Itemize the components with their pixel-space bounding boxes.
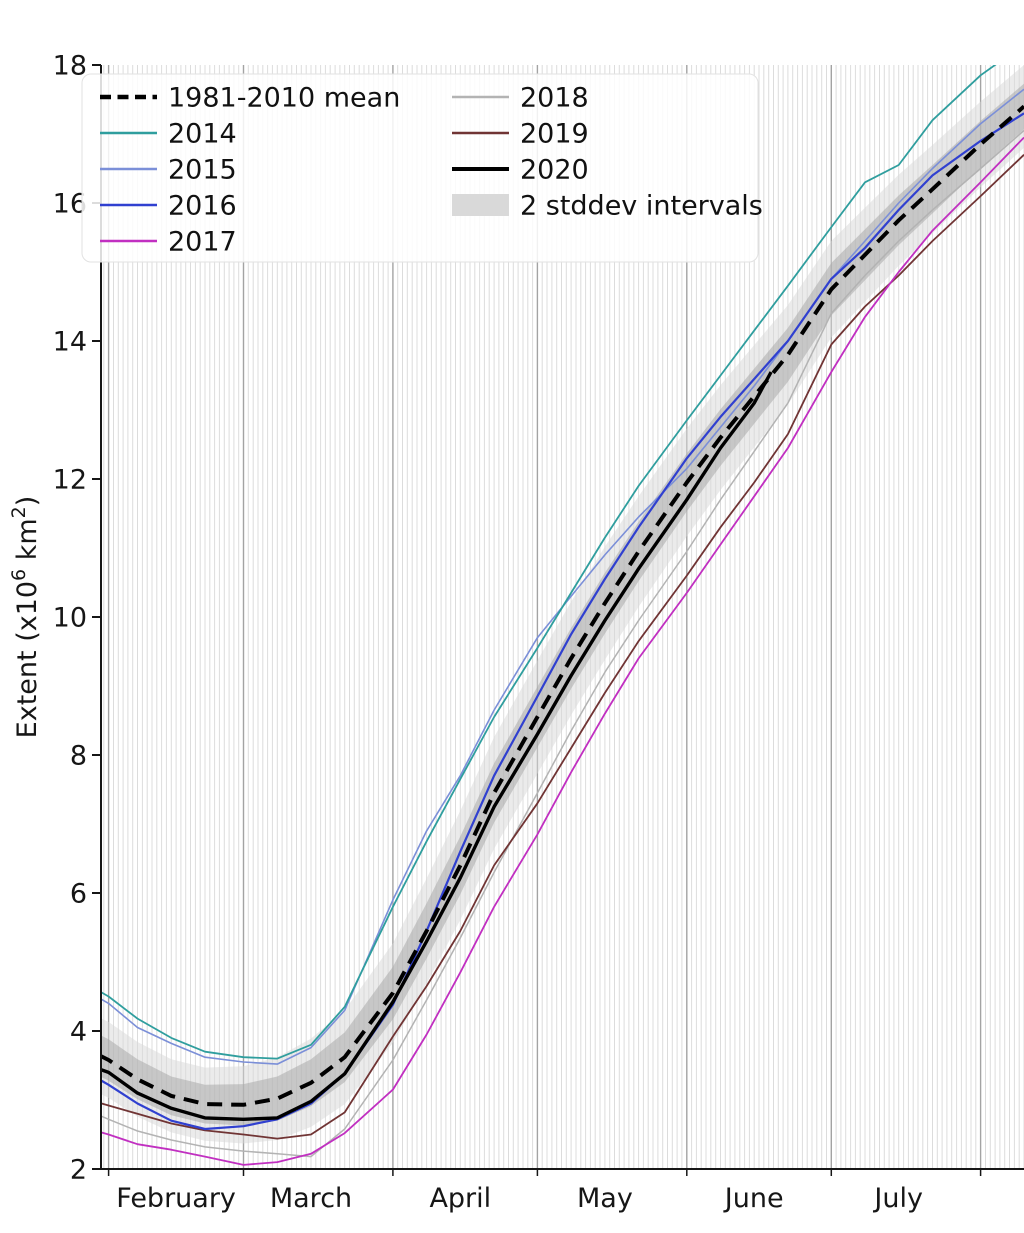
legend-entry-label: 2017 xyxy=(168,227,237,258)
series-line-2017 xyxy=(101,136,1024,1166)
y-tick-label: 12 xyxy=(53,465,87,496)
legend-entry-label: 2 stddev intervals xyxy=(520,191,763,222)
axes: 2 4 6 8 10 12 14 16 18 February March April May June J… xyxy=(8,51,1024,1214)
legend-entry-label: 2018 xyxy=(520,83,589,114)
legend-box xyxy=(81,73,759,263)
month-label: April xyxy=(429,1183,491,1214)
y-tick-label: 14 xyxy=(53,327,87,358)
legend-entry-label: 2020 xyxy=(520,155,589,186)
y-tick-label: 10 xyxy=(53,603,87,634)
legend-entry-label: 2015 xyxy=(168,155,237,186)
legend-entry-2019[interactable]: 2019 xyxy=(452,119,589,150)
series-line-2016 xyxy=(101,112,1024,1131)
series-lines xyxy=(101,65,1024,1166)
y-tick-label: 4 xyxy=(70,1017,87,1048)
y-axis-title: Extent (x106 km2) xyxy=(8,496,43,739)
y-tick-label: 16 xyxy=(53,189,87,220)
legend-entry-2016[interactable]: 2016 xyxy=(100,191,237,222)
legend-entry-2018[interactable]: 2018 xyxy=(452,83,589,114)
legend-entry-label: 2019 xyxy=(520,119,589,150)
legend-entry-label: 1981-2010 mean xyxy=(168,83,400,114)
y-tick-label: 6 xyxy=(70,879,87,910)
legend-entry-label: 2016 xyxy=(168,191,237,222)
legend-entry-1981-2010-mean[interactable]: 1981-2010 mean xyxy=(100,83,400,114)
legend-entry-2015[interactable]: 2015 xyxy=(100,155,237,186)
legend-entry-label: 2014 xyxy=(168,119,237,150)
month-label: May xyxy=(577,1183,633,1214)
month-label: March xyxy=(270,1183,352,1214)
y-tick-label: 8 xyxy=(70,741,87,772)
legend-entry-2014[interactable]: 2014 xyxy=(100,119,237,150)
legend-entry-2020[interactable]: 2020 xyxy=(452,155,589,186)
legend: 1981-2010 mean 2014 2015 2016 2017 2018 2019 20… xyxy=(81,73,763,263)
month-label: July xyxy=(872,1183,923,1214)
month-label: June xyxy=(723,1183,784,1214)
y-tick-label: 18 xyxy=(53,51,87,82)
legend-entry-2017[interactable]: 2017 xyxy=(100,227,237,258)
series-line-2019 xyxy=(101,154,1024,1140)
series-line-2014 xyxy=(101,65,997,1060)
legend-patch-swatch xyxy=(452,194,509,216)
series-line-1981-2010-mean xyxy=(101,104,1024,1107)
series-line-2020 xyxy=(101,371,773,1122)
month-label: February xyxy=(116,1183,236,1214)
series-line-2015 xyxy=(101,88,1024,1065)
series-line-2018 xyxy=(101,129,1024,1158)
legend-entry-2-stddev-intervals[interactable]: 2 stddev intervals xyxy=(452,191,763,222)
y-tick-label: 2 xyxy=(70,1155,87,1186)
